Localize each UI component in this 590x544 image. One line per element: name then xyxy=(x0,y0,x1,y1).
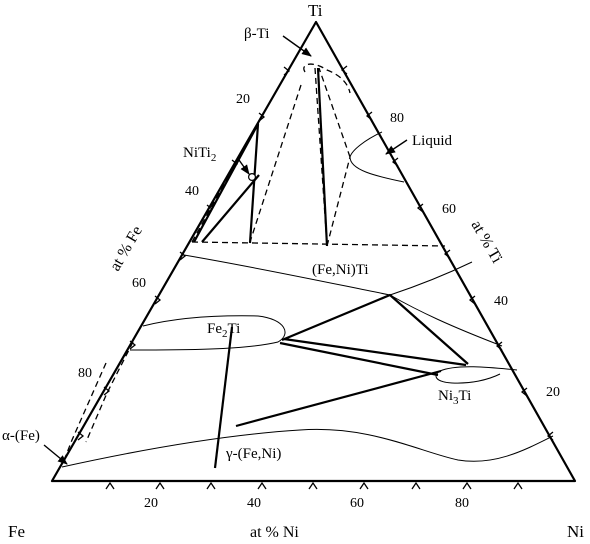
left-tick-80: 80 xyxy=(78,366,92,381)
bottom-tick-20: 20 xyxy=(144,496,158,511)
phase-label-feni-ti: (Fe,Ni)Ti xyxy=(312,262,369,278)
bottom-tick-60: 60 xyxy=(350,496,364,511)
triangle-frame xyxy=(50,20,577,483)
alpha-fe-arrow xyxy=(43,444,68,465)
left-tick-40: 40 xyxy=(185,184,199,199)
phase-label-beta-ti: β-Ti xyxy=(244,26,269,42)
phase-label-fe2ti: Fe2Ti xyxy=(207,321,240,340)
left-tick-60: 60 xyxy=(132,276,146,291)
phase-label-niti2: NiTi2 xyxy=(183,145,216,164)
fe2ti-fe: Fe xyxy=(207,321,222,337)
corner-label-ni: Ni xyxy=(567,522,584,541)
niti2-main: NiTi xyxy=(183,145,211,161)
fe2ti-subscript: 2 xyxy=(222,328,228,340)
right-axis-title: at % Ti xyxy=(468,218,506,267)
bottom-tick-40: 40 xyxy=(247,496,261,511)
right-tick-20: 20 xyxy=(546,385,560,400)
ni3ti-ni: Ni xyxy=(438,388,453,404)
right-tick-80: 80 xyxy=(390,111,404,126)
right-tick-40: 40 xyxy=(494,294,508,309)
bottom-axis-title: at % Ni xyxy=(250,524,299,541)
liquid-arrow xyxy=(385,139,408,155)
ni3ti-subscript: 3 xyxy=(453,395,459,407)
phase-label-liquid: Liquid xyxy=(412,133,452,149)
fe2ti-ti: Ti xyxy=(228,321,241,337)
tie-lines xyxy=(193,67,469,469)
niti2-subscript: 2 xyxy=(211,152,217,164)
right-tick-60: 60 xyxy=(442,202,456,217)
beta-ti-arrow xyxy=(282,35,312,57)
left-tick-20: 20 xyxy=(236,92,250,107)
phase-label-gamma: γ-(Fe,Ni) xyxy=(225,446,281,462)
bottom-tick-80: 80 xyxy=(455,496,469,511)
ni3ti-ti: Ti xyxy=(459,388,472,404)
niti2-point xyxy=(248,173,257,182)
niti2-arrow xyxy=(238,159,250,175)
corner-label-fe: Fe xyxy=(8,522,25,541)
phase-label-alpha: α-(Fe) xyxy=(2,428,40,444)
corner-label-ti: Ti xyxy=(308,1,323,20)
left-axis-title: at % Fe xyxy=(107,223,146,274)
phase-boundaries xyxy=(61,131,554,468)
phase-label-ni3ti: Ni3Ti xyxy=(438,388,471,407)
